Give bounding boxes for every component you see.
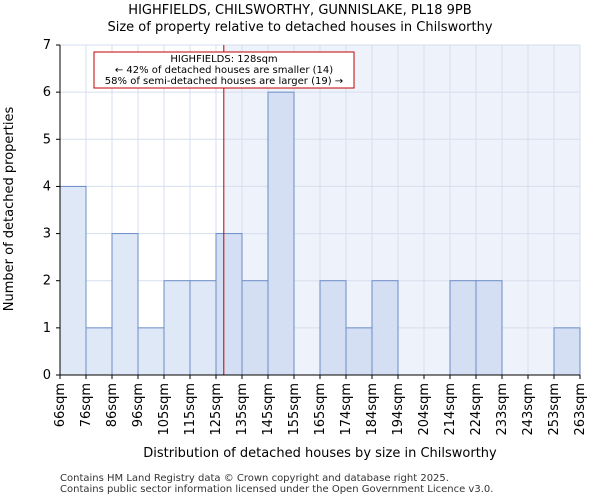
x-tick-label: 184sqm — [365, 383, 380, 436]
x-tick-label: 174sqm — [339, 383, 354, 436]
x-tick-label: 204sqm — [417, 383, 432, 436]
histogram-bar — [189, 280, 217, 376]
x-tick-label: 86sqm — [105, 383, 120, 427]
x-tick-label: 76sqm — [79, 383, 94, 427]
x-tick-label: 96sqm — [131, 383, 146, 427]
histogram-bar — [475, 280, 503, 376]
histogram-bar — [267, 91, 295, 376]
x-tick-label: 66sqm — [53, 383, 68, 427]
x-tick-label: 243sqm — [521, 383, 536, 436]
y-tick-label: 3 — [43, 227, 51, 242]
x-tick-label: 233sqm — [495, 383, 510, 436]
y-tick-label: 5 — [43, 132, 51, 147]
footer-line-2: Contains public sector information licen… — [60, 484, 494, 495]
x-tick-label: 145sqm — [261, 383, 276, 436]
y-tick-label: 7 — [43, 38, 51, 53]
histogram-bar — [59, 185, 87, 376]
histogram-bar — [241, 280, 269, 376]
annotation-box — [93, 51, 355, 89]
x-tick-label: 224sqm — [469, 383, 484, 436]
x-tick-label: 253sqm — [547, 383, 562, 436]
chart-title: HIGHFIELDS, CHILSWORTHY, GUNNISLAKE, PL1… — [128, 3, 472, 18]
annotation-line-2: ← 42% of detached houses are smaller (14… — [115, 65, 333, 76]
histogram-bar — [449, 280, 477, 376]
x-tick-label: 125sqm — [209, 383, 224, 436]
x-tick-label: 194sqm — [391, 383, 406, 436]
histogram-bar — [553, 327, 581, 376]
x-tick-label: 155sqm — [287, 383, 302, 436]
annotation-line-1: HIGHFIELDS: 128sqm — [170, 54, 277, 65]
histogram-bar — [111, 233, 139, 376]
y-tick-label: 6 — [43, 85, 51, 100]
histogram-bar — [163, 280, 191, 376]
y-tick-label: 4 — [43, 179, 51, 194]
y-tick-label: 1 — [43, 321, 51, 336]
histogram-bar — [371, 280, 399, 376]
y-tick-label: 2 — [43, 274, 51, 289]
histogram-bar — [319, 280, 347, 376]
histogram-bar — [137, 327, 165, 376]
x-tick-label: 105sqm — [157, 383, 172, 436]
histogram-bar — [85, 327, 113, 376]
x-tick-label: 165sqm — [313, 383, 328, 436]
footer-line-1: Contains HM Land Registry data © Crown c… — [60, 473, 449, 484]
x-tick-label: 115sqm — [183, 383, 198, 436]
x-axis-label: Distribution of detached houses by size … — [143, 446, 497, 461]
chart-subtitle: Size of property relative to detached ho… — [107, 20, 493, 35]
histogram-bar — [215, 233, 243, 376]
x-tick-label: 135sqm — [235, 383, 250, 436]
annotation-line-3: 58% of semi-detached houses are larger (… — [105, 76, 343, 87]
histogram-bar — [345, 327, 373, 376]
x-tick-label: 263sqm — [573, 383, 588, 436]
x-tick-label: 214sqm — [443, 383, 458, 436]
y-axis-label: Number of detached properties — [2, 107, 17, 312]
y-tick-label: 0 — [43, 368, 51, 383]
